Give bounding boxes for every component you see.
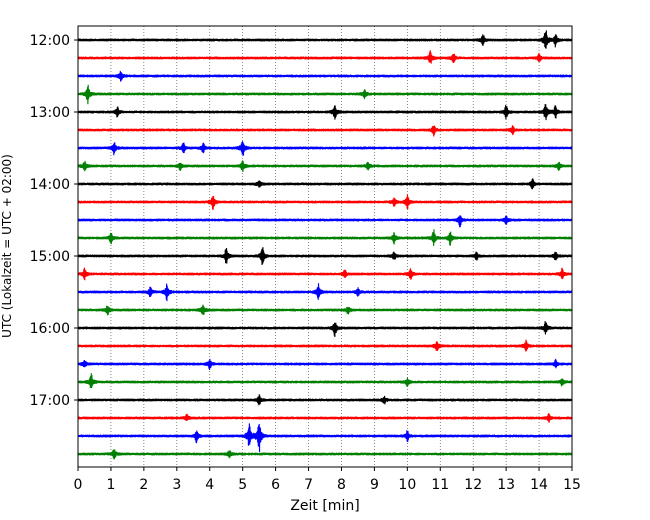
- trace-group: [77, 30, 573, 460]
- x-tick-label: 15: [563, 477, 581, 493]
- trace-line: [77, 104, 573, 121]
- trace-line: [77, 423, 573, 453]
- x-tick-label: 11: [431, 477, 449, 493]
- trace-line: [77, 339, 573, 352]
- x-tick-label: 8: [337, 477, 346, 493]
- x-tick-label: 0: [74, 477, 83, 493]
- trace-line: [77, 358, 573, 370]
- trace-line: [77, 125, 573, 137]
- trace-line: [77, 70, 573, 82]
- x-tick-label: 10: [398, 477, 416, 493]
- y-tick-label: 17:00: [30, 393, 70, 409]
- x-tick-label: 7: [304, 477, 313, 493]
- x-tick-label: 13: [497, 477, 515, 493]
- x-tick-label: 14: [530, 477, 548, 493]
- trace-line: [77, 229, 573, 247]
- trace-line: [77, 84, 573, 105]
- trace-line: [77, 50, 573, 64]
- trace-line: [77, 30, 573, 49]
- trace-line: [77, 394, 573, 406]
- trace-line: [77, 215, 573, 228]
- y-axis-ticks: 12:00 13:00 14:00 15:00 16:00 17:00: [30, 33, 78, 409]
- trace-line: [77, 178, 573, 190]
- x-tick-label: 5: [238, 477, 247, 493]
- trace-line: [77, 141, 573, 156]
- x-tick-label: 9: [370, 477, 379, 493]
- x-tick-label: 4: [205, 477, 214, 493]
- trace-line: [77, 267, 573, 281]
- y-tick-label: 13:00: [30, 105, 70, 121]
- trace-line: [77, 321, 573, 338]
- x-axis-label: Zeit [min]: [290, 498, 359, 514]
- trace-line: [77, 304, 573, 316]
- x-tick-label: 3: [172, 477, 181, 493]
- x-axis-ticks: 0 1 2 3 4 5 6 7 8 9 10 11 12 13 14 15: [74, 467, 581, 493]
- y-tick-label: 15:00: [30, 249, 70, 265]
- y-tick-label: 16:00: [30, 321, 70, 337]
- trace-line: [77, 194, 573, 210]
- y-axis-label: UTC (Lokalzeit = UTC + 02:00): [0, 154, 14, 338]
- y-tick-label: 12:00: [30, 33, 70, 49]
- x-tick-label: 2: [139, 477, 148, 493]
- trace-line: [77, 413, 573, 423]
- y-tick-label: 14:00: [30, 177, 70, 193]
- trace-line: [77, 373, 573, 389]
- x-tick-label: 12: [464, 477, 482, 493]
- trace-line: [77, 283, 573, 302]
- plot-frame: [77, 25, 573, 468]
- trace-line: [77, 449, 573, 460]
- trace-line: [77, 160, 573, 173]
- x-tick-label: 1: [106, 477, 115, 493]
- trace-line: [77, 247, 573, 266]
- x-tick-label: 6: [271, 477, 280, 493]
